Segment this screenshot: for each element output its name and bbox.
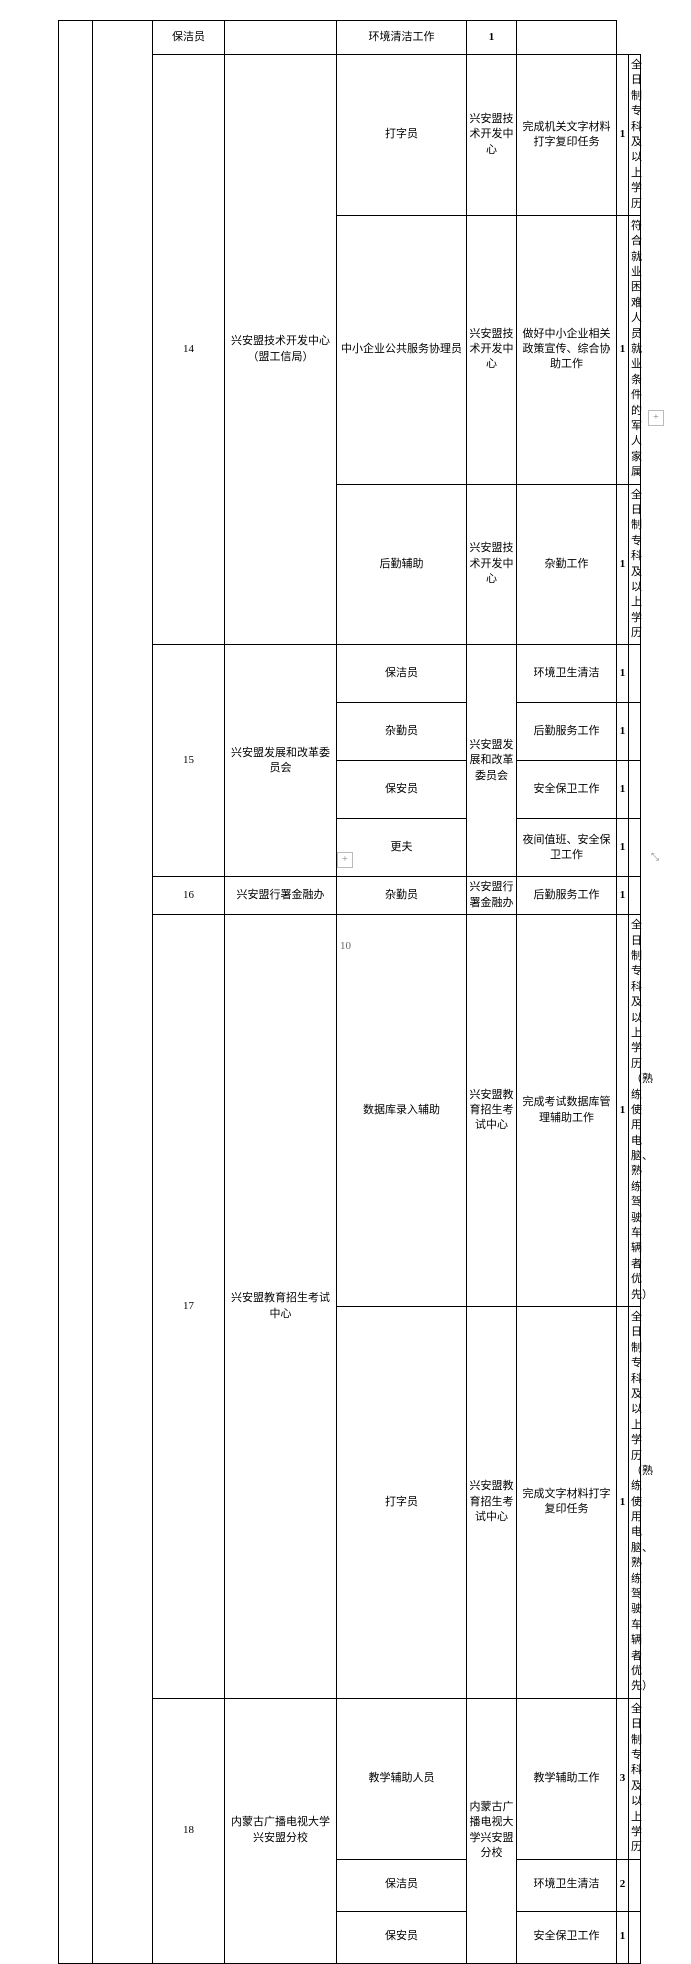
department-cell: 兴安盟技术开发中心（盟工信局） xyxy=(225,55,337,645)
department-cell: 内蒙古广播电视大学兴安盟分校 xyxy=(225,1698,337,1963)
duty-cell: 夜间值班、安全保卫工作 xyxy=(517,819,617,877)
position-cell: 保洁员 xyxy=(337,1859,467,1911)
position-cell: 保安员 xyxy=(337,1911,467,1963)
row-index: 17 xyxy=(153,915,225,1699)
position-cell: 中小企业公共服务协理员 xyxy=(337,215,467,484)
row-index: 14 xyxy=(153,55,225,645)
requirement-cell xyxy=(517,21,617,55)
count-cell: 3 xyxy=(617,1698,629,1859)
duty-cell: 杂勤工作 xyxy=(517,484,617,645)
requirement-cell xyxy=(629,761,641,819)
department-cell: 兴安盟行署金融办 xyxy=(225,877,337,915)
location-cell: 内蒙古广播电视大学兴安盟分校 xyxy=(467,1698,517,1963)
duty-cell: 环境卫生清洁 xyxy=(517,645,617,703)
count-cell: 1 xyxy=(617,1307,629,1699)
position-cell: 保洁员 xyxy=(153,21,225,55)
row-index: 18 xyxy=(153,1698,225,1963)
requirement-cell xyxy=(629,877,641,915)
requirement-cell: 全日制专科及以上学历（熟练使用电脑、熟练驾驶车辆者优先） xyxy=(629,1307,641,1699)
count-cell: 1 xyxy=(617,645,629,703)
position-cell: 杂勤员 xyxy=(337,877,467,915)
position-cell: 杂勤员 xyxy=(337,703,467,761)
count-cell: 1 xyxy=(617,703,629,761)
duty-cell: 环境清洁工作 xyxy=(337,21,467,55)
location-cell: 兴安盟发展和改革委员会 xyxy=(467,645,517,877)
page-number: 10 xyxy=(0,940,691,952)
row-index xyxy=(59,21,93,1964)
requirement-cell: 全日制专科及以上学历（熟练使用电脑、熟练驾驶车辆者优先） xyxy=(629,915,641,1307)
requirement-cell xyxy=(629,1911,641,1963)
location-cell xyxy=(225,21,337,55)
duty-cell: 完成文字材料打字复印任务 xyxy=(517,1307,617,1699)
duty-cell: 完成考试数据库管理辅助工作 xyxy=(517,915,617,1307)
requirement-cell xyxy=(629,1859,641,1911)
department-cell: 兴安盟发展和改革委员会 xyxy=(225,645,337,877)
position-cell: 打字员 xyxy=(337,1307,467,1699)
requirement-cell: 符合就业困难人员就业条件的军人家属 xyxy=(629,215,641,484)
count-cell: 1 xyxy=(617,1911,629,1963)
department-cell xyxy=(93,21,153,1964)
position-cell: 保洁员 xyxy=(337,645,467,703)
count-cell: 1 xyxy=(617,877,629,915)
position-cell: 后勤辅助 xyxy=(337,484,467,645)
count-cell: 1 xyxy=(617,761,629,819)
department-cell: 兴安盟教育招生考试中心 xyxy=(225,915,337,1699)
location-cell: 兴安盟教育招生考试中心 xyxy=(467,915,517,1307)
duty-cell: 环境卫生清洁 xyxy=(517,1859,617,1911)
table-add-column-handle[interactable]: + xyxy=(648,410,664,426)
duty-cell: 完成机关文字材料打字复印任务 xyxy=(517,55,617,216)
table-resize-handle[interactable]: ⤡ xyxy=(648,852,662,866)
position-cell: 教学辅助人员 xyxy=(337,1698,467,1859)
count-cell: 1 xyxy=(617,484,629,645)
recruitment-table: 保洁员环境清洁工作114兴安盟技术开发中心（盟工信局）打字员兴安盟技术开发中心完… xyxy=(58,20,641,1964)
location-cell: 兴安盟技术开发中心 xyxy=(467,215,517,484)
row-index: 15 xyxy=(153,645,225,877)
position-cell: 打字员 xyxy=(337,55,467,216)
location-cell: 兴安盟教育招生考试中心 xyxy=(467,1307,517,1699)
table-add-row-handle[interactable]: + xyxy=(337,852,353,868)
location-cell: 兴安盟技术开发中心 xyxy=(467,55,517,216)
count-cell: 1 xyxy=(467,21,517,55)
position-cell: 数据库录入辅助 xyxy=(337,915,467,1307)
duty-cell: 做好中小企业相关政策宣传、综合协助工作 xyxy=(517,215,617,484)
location-cell: 兴安盟技术开发中心 xyxy=(467,484,517,645)
document-page: 保洁员环境清洁工作114兴安盟技术开发中心（盟工信局）打字员兴安盟技术开发中心完… xyxy=(0,0,691,982)
count-cell: 1 xyxy=(617,215,629,484)
requirement-cell xyxy=(629,703,641,761)
requirement-cell xyxy=(629,645,641,703)
duty-cell: 后勤服务工作 xyxy=(517,703,617,761)
count-cell: 1 xyxy=(617,55,629,216)
duty-cell: 教学辅助工作 xyxy=(517,1698,617,1859)
count-cell: 1 xyxy=(617,915,629,1307)
requirement-cell: 全日制专科及以上学历 xyxy=(629,55,641,216)
requirement-cell: 全日制专科及以上学历 xyxy=(629,484,641,645)
count-cell: 2 xyxy=(617,1859,629,1911)
requirement-cell xyxy=(629,819,641,877)
position-cell: 更夫 xyxy=(337,819,467,877)
duty-cell: 安全保卫工作 xyxy=(517,761,617,819)
row-index: 16 xyxy=(153,877,225,915)
duty-cell: 后勤服务工作 xyxy=(517,877,617,915)
duty-cell: 安全保卫工作 xyxy=(517,1911,617,1963)
count-cell: 1 xyxy=(617,819,629,877)
location-cell: 兴安盟行署金融办 xyxy=(467,877,517,915)
position-cell: 保安员 xyxy=(337,761,467,819)
requirement-cell: 全日制专科及以上学历 xyxy=(629,1698,641,1859)
table-row: 保洁员 环境清洁工作1 xyxy=(59,21,641,55)
